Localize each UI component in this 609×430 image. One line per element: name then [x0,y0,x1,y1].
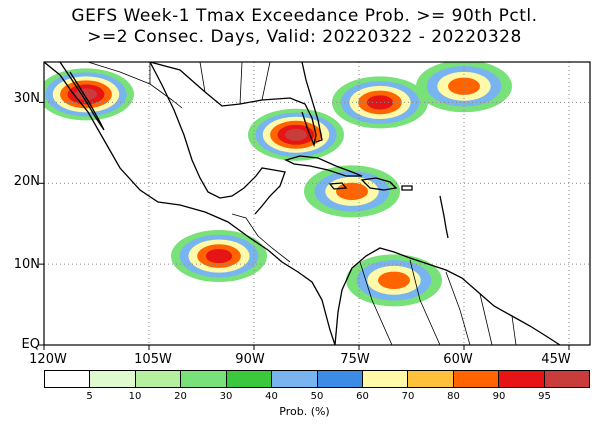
lon-label-60w: 60W [443,352,473,367]
lon-label-105w: 105W [134,352,172,367]
colorbar-swatch [317,371,363,387]
colorbar-tick-label: 70 [401,391,415,402]
lat-label-20n: 20N [13,174,40,189]
axis-ticks [39,101,570,350]
border-south-america-4 [479,293,493,345]
colorbar-tick-label: 90 [492,391,506,402]
colorbar-tick-label: 95 [538,391,551,402]
coastline-jamaica [328,182,348,190]
colorbar-swatch [135,371,182,387]
colorbar-swatch [453,371,500,387]
colorbar-tick-label: 40 [265,391,278,402]
chart-title: GEFS Week-1 Tmax Exceedance Prob. >= 90t… [71,6,538,26]
colorbar-swatch [181,371,227,387]
border-south-america-5 [511,315,517,345]
border-south-america-3 [445,271,471,345]
border-south-america-2 [409,259,441,345]
lat-label-30n: 30N [13,91,40,106]
coastline-mexico-pacific [44,62,336,345]
lon-label-120w: 120W [29,352,67,367]
colorbar-swatch [408,371,454,387]
coastline-puerto-rico [401,185,413,191]
lon-label-45w: 45W [541,352,571,367]
coastline-lesser-antilles [439,195,449,239]
prob-contour [378,271,410,289]
colorbar-tick-label: 80 [447,391,460,402]
coastline-cuba [284,155,363,177]
colorbar-swatch [90,371,136,387]
colorbar-tick-label: 60 [356,391,369,402]
lon-label-75w: 75W [340,352,370,367]
prob-contour [336,182,368,201]
colorbar-tick-label: 10 [128,391,142,402]
colorbar-swatch [45,371,91,387]
colorbar-tick-label: 5 [86,391,93,402]
colorbar-tick-label: 20 [174,391,187,402]
prob-contour [284,128,308,141]
coastline-gulf [149,62,286,215]
country-borders [87,62,517,345]
coastline-south-america [334,247,561,345]
grid-lines [44,62,590,345]
prob-contour [205,248,233,264]
lat-label-eq: EQ [21,337,40,352]
map-frame [43,61,591,346]
colorbar-title: Prob. (%) [279,405,330,418]
coastlines [44,62,561,345]
colorbar-swatch [226,371,273,387]
border-us-states [149,62,271,105]
coastline-hispaniola [360,177,398,191]
colorbar-swatch [499,371,545,387]
lon-label-90w: 90W [235,352,265,367]
chart-subtitle: >=2 Consec. Days, Valid: 20220322 - 2022… [87,27,522,47]
colorbar [44,370,590,388]
lat-label-10n: 10N [13,257,40,272]
border-central-america [231,213,291,263]
coastline-baja [59,62,105,131]
colorbar-tick-label: 30 [219,391,233,402]
colorbar-swatch [544,371,590,387]
colorbar-tick-label: 50 [310,391,324,402]
prob-contour [74,88,98,101]
colorbar-swatch [272,371,318,387]
border-south-america-1 [359,261,393,345]
coastline-florida [301,62,323,143]
colorbar-swatch [362,371,409,387]
